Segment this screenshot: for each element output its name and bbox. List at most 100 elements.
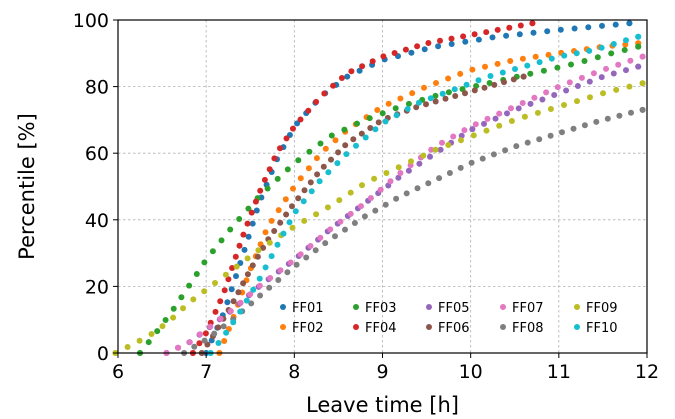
series-ff04 <box>189 20 536 356</box>
data-point <box>324 204 331 211</box>
legend-label: FF05 <box>438 301 470 316</box>
data-point <box>230 298 237 305</box>
data-point <box>372 126 379 133</box>
data-point <box>201 288 208 295</box>
data-point <box>515 105 522 112</box>
data-point <box>375 119 382 126</box>
data-point <box>266 239 273 246</box>
data-point <box>224 299 231 306</box>
data-point <box>193 271 200 277</box>
data-point <box>408 158 414 165</box>
data-point <box>539 96 546 103</box>
data-point <box>240 231 247 238</box>
data-point <box>397 170 404 176</box>
data-point <box>148 331 155 337</box>
data-point <box>507 58 514 64</box>
data-point <box>461 127 468 134</box>
data-point <box>180 305 186 312</box>
legend-marker <box>353 304 359 310</box>
data-point <box>508 118 515 124</box>
data-point <box>604 115 611 122</box>
data-point <box>393 195 400 202</box>
data-point <box>623 67 629 74</box>
data-point <box>435 43 442 50</box>
data-point <box>554 84 561 91</box>
axis-ticks: 6 7 8 9 10 11 12 0 20 40 60 80 100 <box>73 10 659 383</box>
data-point <box>307 179 314 186</box>
data-point <box>256 282 263 289</box>
data-point <box>243 297 250 304</box>
data-point <box>613 86 620 93</box>
series-ff09 <box>112 80 646 356</box>
data-point <box>482 63 488 70</box>
data-point <box>563 87 570 94</box>
data-point <box>295 157 302 164</box>
data-point <box>413 104 420 111</box>
data-point <box>445 142 452 148</box>
data-point <box>544 28 551 35</box>
legend-item-ff05: FF05 <box>426 301 470 316</box>
data-point <box>458 132 465 139</box>
data-point <box>547 132 554 139</box>
data-point <box>391 50 398 56</box>
data-point <box>262 229 269 236</box>
data-point <box>170 314 177 321</box>
data-point <box>520 73 527 80</box>
data-point <box>395 174 402 181</box>
data-point <box>382 118 389 125</box>
data-point <box>458 137 464 144</box>
data-point <box>358 130 365 137</box>
data-point <box>280 230 287 237</box>
data-point <box>403 190 410 197</box>
data-point <box>393 112 400 119</box>
legend-item-ff02: FF02 <box>280 321 324 336</box>
data-point <box>442 95 449 102</box>
data-point <box>350 136 357 143</box>
data-point <box>322 240 329 247</box>
data-point <box>432 92 439 99</box>
data-point <box>175 344 182 351</box>
data-point <box>548 55 555 62</box>
legend-label: FF01 <box>292 301 324 316</box>
data-point <box>145 339 152 346</box>
data-point <box>587 94 593 101</box>
data-point <box>448 41 455 47</box>
legend-marker <box>426 304 432 310</box>
data-points <box>112 20 646 356</box>
data-point <box>362 134 369 141</box>
data-point <box>380 53 387 60</box>
data-point <box>494 26 501 33</box>
x-tick-label: 8 <box>288 361 300 383</box>
data-point <box>432 98 439 105</box>
y-tick-label: 40 <box>85 210 109 232</box>
data-point <box>462 38 469 45</box>
data-point <box>499 69 506 76</box>
data-point <box>506 24 513 31</box>
data-point <box>245 205 252 212</box>
legend-marker <box>574 304 580 310</box>
data-point <box>504 110 510 117</box>
data-point <box>626 20 633 27</box>
data-point <box>322 145 329 152</box>
data-point <box>344 73 351 80</box>
data-point <box>287 259 294 266</box>
data-point <box>228 286 235 293</box>
data-point <box>271 155 278 162</box>
data-point <box>292 208 299 215</box>
data-point <box>232 253 239 260</box>
data-point <box>639 53 646 60</box>
data-point <box>445 89 452 96</box>
data-point <box>262 264 269 271</box>
data-point <box>536 59 543 66</box>
data-point <box>639 106 646 113</box>
data-point <box>343 151 350 158</box>
x-tick-label: 7 <box>200 361 212 383</box>
data-point <box>328 132 335 139</box>
data-point <box>416 160 423 167</box>
data-point <box>439 139 445 146</box>
series-ff10 <box>207 33 642 356</box>
data-point <box>236 242 243 249</box>
data-point <box>277 145 283 152</box>
data-point <box>492 115 499 122</box>
